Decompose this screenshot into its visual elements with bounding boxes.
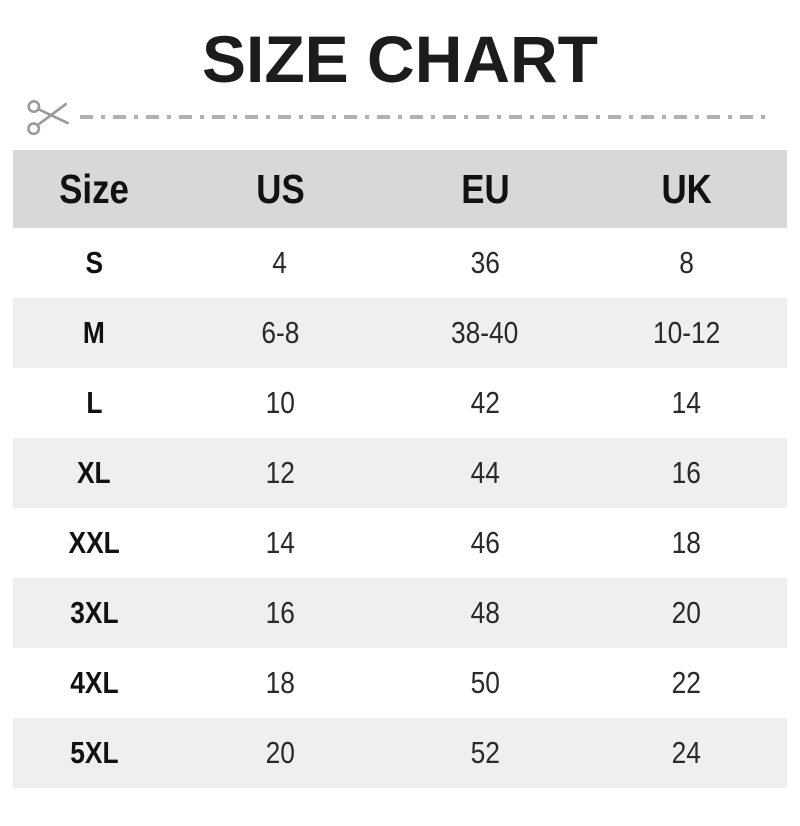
table-cell-uk: 10-12: [652, 315, 721, 350]
table-cell-us: 4: [272, 245, 288, 280]
table-cell-eu: 44: [470, 455, 500, 490]
table-row: XXL 14 46 18: [13, 508, 787, 578]
table-cell-size: 5XL: [70, 735, 119, 770]
table-cell-us: 10: [265, 385, 295, 420]
table-cell-size: M: [83, 315, 106, 350]
header-cell-us: US: [255, 165, 305, 212]
page-title: SIZE CHART: [202, 22, 598, 96]
scissors-icon: [27, 100, 70, 136]
table-cell-uk: 16: [671, 455, 702, 490]
header-cell-size: Size: [59, 165, 130, 212]
table-cell-eu: 38-40: [451, 315, 519, 350]
table-row: 5XL 20 52 24: [13, 718, 787, 788]
table-cell-eu: 36: [470, 245, 500, 280]
cut-line: [26, 94, 766, 140]
table-cell-us: 6-8: [260, 315, 300, 350]
table-row: S 4 36 8: [13, 228, 787, 298]
table-cell-size: 3XL: [70, 595, 119, 630]
table-cell-us: 20: [265, 735, 295, 770]
size-chart-page: SIZE CHART Size US EU UK S 4 36 8 M 6-8 …: [0, 26, 800, 826]
table-cell-eu: 48: [470, 595, 500, 630]
table-cell-size: XL: [77, 455, 112, 490]
table-header-row: Size US EU UK: [13, 150, 787, 228]
table-cell-size: S: [85, 245, 104, 280]
table-cell-eu: 42: [470, 385, 500, 420]
header-cell-eu: EU: [460, 165, 510, 212]
table-row: 4XL 18 50 22: [13, 648, 787, 718]
table-row: M 6-8 38-40 10-12: [13, 298, 787, 368]
table-cell-size: XXL: [68, 525, 120, 560]
table-cell-us: 16: [265, 595, 295, 630]
table-cell-us: 12: [265, 455, 295, 490]
table-cell-uk: 24: [671, 735, 702, 770]
table-cell-eu: 46: [470, 525, 500, 560]
table-cell-uk: 14: [671, 385, 702, 420]
table-row: L 10 42 14: [13, 368, 787, 438]
size-table: Size US EU UK S 4 36 8 M 6-8 38-40 10-12…: [13, 150, 787, 788]
table-cell-eu: 50: [470, 665, 500, 700]
table-cell-uk: 20: [671, 595, 702, 630]
table-cell-uk: 22: [671, 665, 702, 700]
table-row: 3XL 16 48 20: [13, 578, 787, 648]
table-cell-us: 18: [265, 665, 295, 700]
table-cell-uk: 8: [679, 245, 694, 280]
table-row: XL 12 44 16: [13, 438, 787, 508]
table-cell-us: 14: [265, 525, 295, 560]
header-cell-uk: UK: [661, 165, 712, 212]
dashed-cut-line: [80, 115, 766, 119]
table-cell-uk: 18: [671, 525, 702, 560]
table-cell-size: L: [86, 385, 103, 420]
table-cell-size: 4XL: [70, 665, 119, 700]
table-cell-eu: 52: [470, 735, 500, 770]
